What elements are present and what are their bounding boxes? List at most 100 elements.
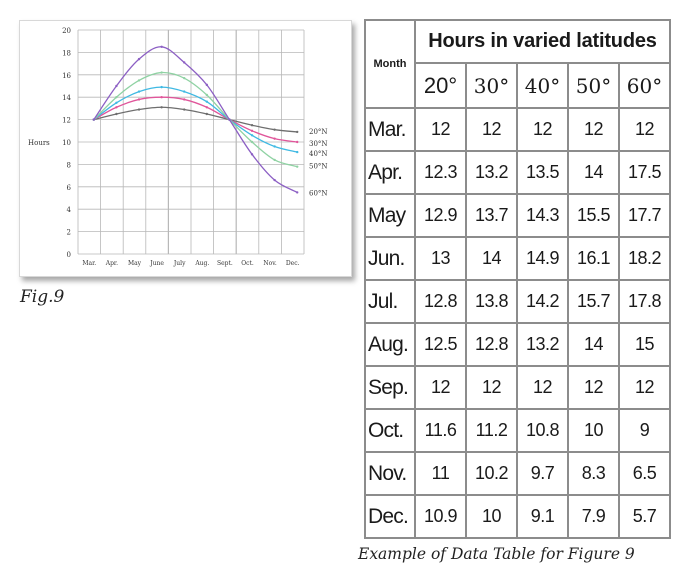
latitudes-group-header: Hours in varied latitudes <box>414 19 671 64</box>
x-tick-label: Aug. <box>194 260 209 267</box>
data-point <box>137 90 141 93</box>
y-tick-label: 8 <box>67 161 71 169</box>
table-row: Oct. 11.6 11.2 10.8 10 9 <box>364 408 671 453</box>
data-point <box>137 98 141 101</box>
value-cell: 10.2 <box>465 451 518 496</box>
value-cell: 14.9 <box>516 236 569 281</box>
data-point <box>250 140 254 144</box>
latitude-header: 40° <box>516 62 569 109</box>
y-tick-label: 16 <box>62 72 71 80</box>
month-cell: Jun. <box>364 236 416 281</box>
data-point <box>273 137 276 140</box>
data-point <box>183 98 186 101</box>
legend-label: 40°N <box>309 150 328 158</box>
value-cell: 12 <box>414 365 467 410</box>
data-point <box>183 108 186 111</box>
x-tick-label: June <box>149 260 164 267</box>
value-cell: 13 <box>414 236 467 281</box>
month-cell: Aug. <box>364 322 416 367</box>
value-cell: 17.5 <box>618 150 671 195</box>
value-cell: 18.2 <box>618 236 671 281</box>
value-cell: 10.8 <box>516 408 569 453</box>
data-point <box>137 57 141 61</box>
month-cell: Sep. <box>364 365 416 410</box>
data-point <box>250 129 254 132</box>
value-cell: 12 <box>567 107 620 152</box>
legend-label: 20°N <box>309 128 328 136</box>
data-point <box>273 145 276 148</box>
month-cell: May <box>364 193 416 238</box>
month-cell: Dec. <box>364 494 416 539</box>
value-cell: 14 <box>567 150 620 195</box>
value-cell: 12 <box>567 365 620 410</box>
value-cell: 11.2 <box>465 408 518 453</box>
data-point <box>115 96 118 99</box>
value-cell: 10.9 <box>414 494 467 539</box>
month-cell: Nov. <box>364 451 416 496</box>
x-tick-label: Sept. <box>217 260 233 267</box>
data-point <box>160 96 163 99</box>
data-point <box>296 165 299 168</box>
table-row: Jul. 12.8 13.8 14.2 15.7 17.8 <box>364 279 671 324</box>
value-cell: 12 <box>516 107 569 152</box>
data-point <box>205 100 209 103</box>
data-point <box>273 128 276 131</box>
line-chart: 0 2 4 6 8 10 12 14 16 18 20 Hours Mar. Apr. May June Jul… <box>28 27 328 267</box>
data-point <box>296 140 299 144</box>
value-cell: 12.3 <box>414 150 467 195</box>
value-cell: 11 <box>414 451 467 496</box>
data-point <box>205 112 209 116</box>
y-tick-label: 12 <box>62 117 71 125</box>
data-point <box>115 112 118 116</box>
value-cell: 13.8 <box>465 279 518 324</box>
data-point <box>115 101 118 105</box>
value-cell: 12 <box>516 365 569 410</box>
y-tick-label: 4 <box>67 206 72 214</box>
data-point <box>273 158 276 162</box>
y-tick-label: 0 <box>67 251 71 259</box>
data-point <box>296 150 299 154</box>
value-cell: 14 <box>567 322 620 367</box>
y-tick-label: 20 <box>62 27 71 35</box>
data-point <box>296 191 299 194</box>
legend-label: 60°N <box>309 189 328 197</box>
value-cell: 14.2 <box>516 279 569 324</box>
value-cell: 17.7 <box>618 193 671 238</box>
value-cell: 9.1 <box>516 494 569 539</box>
value-cell: 6.5 <box>618 451 671 496</box>
value-cell: 12.5 <box>414 322 467 367</box>
latitude-header: 50° <box>567 62 620 109</box>
data-point <box>205 83 209 87</box>
month-cell: Mar. <box>364 107 416 152</box>
x-tick-label: Dec. <box>286 260 300 267</box>
data-point <box>183 61 186 64</box>
value-cell: 13.7 <box>465 193 518 238</box>
value-cell: 12.8 <box>465 322 518 367</box>
x-tick-label: Mar. <box>82 260 96 267</box>
legend-label: 50°N <box>309 163 328 171</box>
month-cell: Oct. <box>364 408 416 453</box>
series-line-30N <box>93 96 298 143</box>
latitude-header: 30° <box>465 62 518 109</box>
y-tick-label: 10 <box>62 139 71 147</box>
series-line-20N <box>93 106 298 133</box>
y-axis-label: Hours <box>28 139 50 147</box>
latitude-header: 20° <box>414 62 467 109</box>
y-tick-label: 14 <box>62 94 71 102</box>
table-caption: Example of Data Table for Figure 9 <box>358 545 635 563</box>
value-cell: 15.7 <box>567 279 620 324</box>
series-line-60N <box>93 46 298 193</box>
month-cell: Apr. <box>364 150 416 195</box>
x-tick-label: Nov. <box>263 260 277 267</box>
value-cell: 15 <box>618 322 671 367</box>
value-cell: 17.8 <box>618 279 671 324</box>
data-point <box>160 45 163 48</box>
data-point <box>160 85 163 89</box>
table-row: Aug. 12.5 12.8 13.2 14 15 <box>364 322 671 367</box>
data-point <box>273 178 276 182</box>
y-tick-label: 18 <box>62 49 71 57</box>
data-point <box>228 118 231 121</box>
value-cell: 11.6 <box>414 408 467 453</box>
latitude-header: 60° <box>618 62 671 109</box>
data-point <box>183 76 186 80</box>
